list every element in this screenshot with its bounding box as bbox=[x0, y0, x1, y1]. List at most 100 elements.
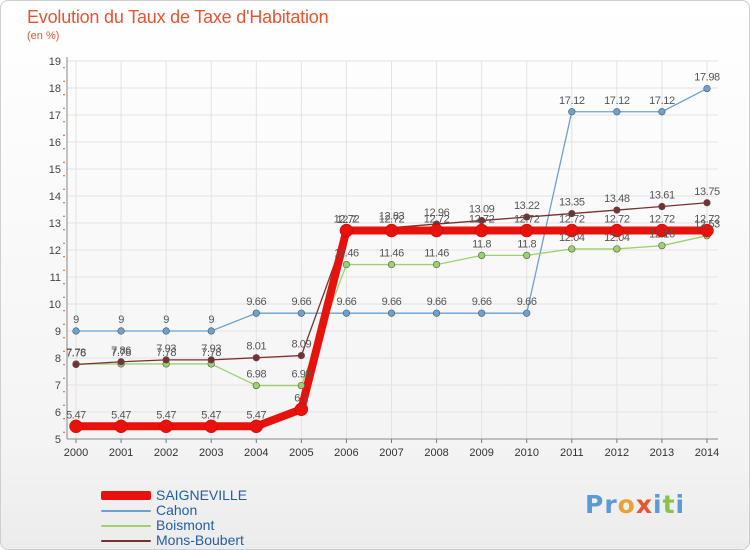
data-label: 7.78 bbox=[156, 347, 176, 359]
data-label: 6.98 bbox=[291, 369, 311, 381]
data-label: 9 bbox=[208, 314, 214, 326]
data-label: 13.35 bbox=[559, 197, 585, 209]
x-tick-label: 2014 bbox=[695, 447, 719, 459]
data-point bbox=[72, 327, 80, 335]
data-label: 12.72 bbox=[514, 214, 540, 226]
y-tick-label: 14 bbox=[49, 191, 61, 203]
data-point bbox=[523, 309, 531, 317]
data-label: 7.93 bbox=[156, 343, 176, 355]
data-point bbox=[568, 209, 576, 218]
data-label: 7.78 bbox=[66, 347, 86, 359]
axes: 5 6 7 8 9 10 11 12 13 14 15 16 17 18 19 2000 2001 2002 200… bbox=[49, 56, 719, 459]
data-label: 5.47 bbox=[111, 409, 131, 421]
data-label: 12.72 bbox=[424, 214, 450, 226]
chart-unit-label: (en %) bbox=[27, 30, 60, 42]
data-label: 9.66 bbox=[382, 296, 402, 308]
data-point bbox=[610, 223, 624, 238]
x-tick-label: 2002 bbox=[154, 447, 178, 459]
data-label: 6.1 bbox=[294, 392, 308, 404]
data-point bbox=[613, 206, 621, 214]
data-label: 17.12 bbox=[559, 95, 585, 107]
x-tick-label: 2011 bbox=[560, 447, 584, 459]
data-label: 13.75 bbox=[694, 186, 720, 198]
data-label: 12.72 bbox=[604, 214, 630, 226]
data-label: 11.8 bbox=[472, 238, 491, 250]
data-point bbox=[703, 84, 711, 93]
data-point bbox=[384, 223, 399, 238]
data-point bbox=[613, 108, 621, 116]
data-label: 13.48 bbox=[604, 193, 630, 205]
x-tick-label: 2007 bbox=[379, 447, 403, 459]
y-tick-label: 11 bbox=[50, 272, 61, 284]
data-label: 9 bbox=[163, 314, 169, 326]
data-label: 12.7 bbox=[337, 214, 357, 226]
data-point bbox=[252, 381, 260, 390]
data-point bbox=[703, 199, 711, 207]
legend-label: Mons-Boubert bbox=[156, 532, 244, 548]
y-tick-label: 9 bbox=[55, 326, 61, 338]
data-point bbox=[523, 251, 531, 259]
data-label: 12.83 bbox=[379, 211, 405, 223]
y-tick-label: 17 bbox=[49, 110, 61, 122]
data-label: 7.93 bbox=[201, 343, 221, 355]
data-point bbox=[72, 360, 80, 369]
legend-swatch bbox=[101, 510, 151, 512]
data-label: 5.47 bbox=[66, 409, 86, 421]
data-point bbox=[342, 309, 351, 317]
x-tick-label: 2003 bbox=[199, 447, 223, 459]
data-point bbox=[568, 245, 576, 253]
data-point bbox=[387, 260, 396, 269]
data-label: 17.12 bbox=[649, 95, 675, 107]
data-label: 13.22 bbox=[514, 200, 540, 212]
data-label: 17.98 bbox=[694, 72, 720, 84]
data-label: 7.76 bbox=[66, 347, 86, 359]
x-tick-label: 2009 bbox=[469, 447, 493, 459]
data-point bbox=[114, 419, 128, 434]
y-tick-label: 6 bbox=[55, 407, 61, 419]
data-point bbox=[297, 351, 305, 360]
data-point bbox=[700, 223, 714, 238]
y-tick-label: 5 bbox=[55, 434, 61, 446]
x-tick-label: 2006 bbox=[334, 447, 358, 459]
logo-text: Proxiti bbox=[585, 490, 686, 519]
data-point bbox=[117, 327, 125, 335]
x-tick-label: 2013 bbox=[650, 447, 674, 459]
data-label: 13.61 bbox=[649, 190, 675, 202]
data-label: 17.12 bbox=[604, 95, 630, 107]
y-tick-label: 15 bbox=[49, 164, 61, 176]
data-point bbox=[432, 309, 441, 317]
data-label: 5.47 bbox=[156, 409, 176, 421]
data-label: 11.46 bbox=[334, 248, 359, 260]
data-point bbox=[565, 223, 579, 238]
data-point bbox=[658, 108, 666, 116]
y-tick-label: 7 bbox=[55, 380, 61, 392]
x-tick-label: 2008 bbox=[424, 447, 448, 459]
x-tick-label: 2005 bbox=[289, 447, 313, 459]
data-label: 12.72 bbox=[649, 214, 675, 226]
data-label: 7.86 bbox=[111, 345, 131, 357]
legend-label: Boismont bbox=[156, 517, 215, 533]
data-point bbox=[297, 381, 305, 390]
x-tick-label: 2000 bbox=[64, 447, 88, 459]
data-point bbox=[613, 245, 621, 253]
data-label: 12.72 bbox=[559, 214, 585, 226]
legend-label: Cahon bbox=[156, 502, 198, 518]
data-point bbox=[387, 309, 396, 317]
data-label: 9.66 bbox=[517, 296, 537, 308]
data-label: 7.78 bbox=[201, 347, 221, 359]
legend-swatch bbox=[101, 525, 151, 527]
data-point bbox=[159, 419, 173, 434]
data-label: 9 bbox=[118, 314, 124, 326]
data-point bbox=[655, 223, 669, 238]
data-point bbox=[658, 242, 666, 250]
data-label: 12.72 bbox=[694, 214, 720, 226]
legend-swatch bbox=[101, 540, 151, 542]
x-tick-label: 2001 bbox=[109, 447, 133, 459]
data-label: 9.66 bbox=[337, 296, 357, 308]
y-tick-label: 16 bbox=[49, 137, 61, 149]
proxiti-logo: Proxiti bbox=[585, 490, 685, 519]
data-label: 12.72 bbox=[469, 214, 495, 226]
data-point bbox=[204, 419, 218, 434]
